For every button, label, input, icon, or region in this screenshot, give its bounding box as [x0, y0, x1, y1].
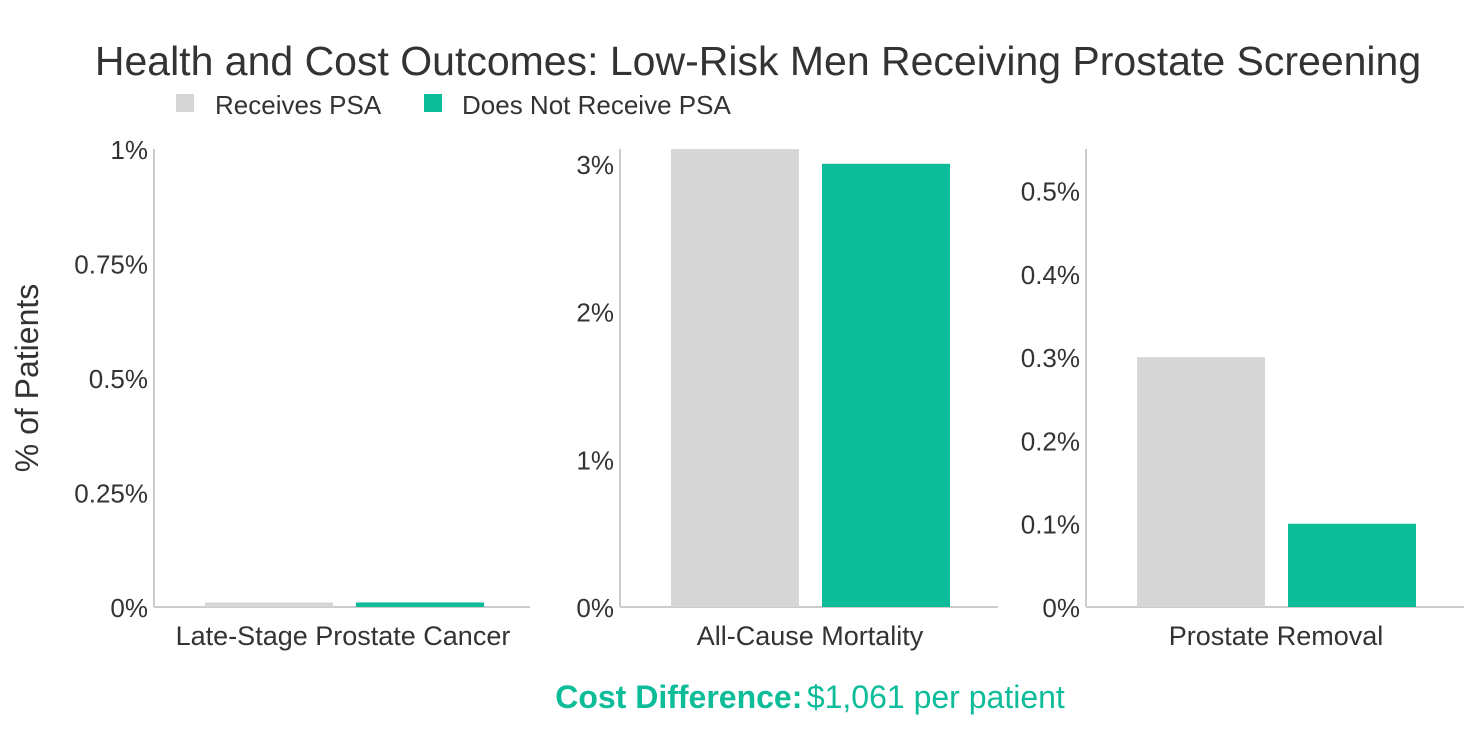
x-category-label: Prostate Removal	[1169, 621, 1384, 651]
y-tick-label: 3%	[576, 150, 614, 180]
y-tick-label: 0.2%	[1021, 426, 1080, 456]
y-tick-label: 1%	[576, 445, 614, 475]
y-tick-label: 1%	[110, 135, 148, 165]
bar-does-not-receive-psa	[1288, 523, 1416, 607]
y-tick-label: 0.5%	[1021, 177, 1080, 207]
bar-does-not-receive-psa	[822, 163, 950, 607]
y-tick-label: 0.5%	[89, 364, 148, 394]
y-tick-label: 0.1%	[1021, 510, 1080, 540]
legend-swatch-no-psa	[424, 94, 442, 112]
bar-receives-psa	[1137, 357, 1265, 607]
legend-label-no-psa: Does Not Receive PSA	[462, 90, 731, 120]
legend-label-receives-psa: Receives PSA	[215, 90, 382, 120]
y-tick-label: 0%	[576, 593, 614, 623]
cost-difference-value: $1,061 per patient	[807, 679, 1065, 715]
x-category-label: Late-Stage Prostate Cancer	[176, 621, 511, 651]
y-tick-label: 0.3%	[1021, 343, 1080, 373]
y-tick-label: 0.4%	[1021, 260, 1080, 290]
y-tick-label: 0%	[110, 593, 148, 623]
y-tick-label: 0%	[1042, 593, 1080, 623]
panel-late-stage-prostate-cancer: 0% 0.25% 0.5% 0.75% 1% Late-Stage Prostate Ca…	[74, 135, 530, 651]
legend-swatch-receives-psa	[176, 94, 194, 112]
x-category-label: All-Cause Mortality	[697, 621, 924, 651]
panel-prostate-removal: 0% 0.1% 0.2% 0.3% 0.4% 0.5% Prostate Removal	[1021, 149, 1464, 651]
y-tick-label: 2%	[576, 298, 614, 328]
y-tick-label: 0.25%	[74, 479, 148, 509]
chart-title: Health and Cost Outcomes: Low-Risk Men R…	[95, 38, 1421, 84]
panel-all-cause-mortality: 0% 1% 2% 3% All-Cause Mortality	[576, 149, 998, 651]
bar-does-not-receive-psa	[356, 602, 484, 607]
footer-cost-difference: Cost Difference: $1,061 per patient	[555, 679, 1065, 715]
cost-difference-label: Cost Difference:	[555, 679, 802, 715]
legend: Receives PSA Does Not Receive PSA	[176, 90, 731, 120]
y-tick-label: 0.75%	[74, 250, 148, 280]
y-axis-label: % of Patients	[9, 284, 45, 473]
bar-receives-psa	[671, 149, 799, 607]
bar-receives-psa	[205, 602, 333, 607]
